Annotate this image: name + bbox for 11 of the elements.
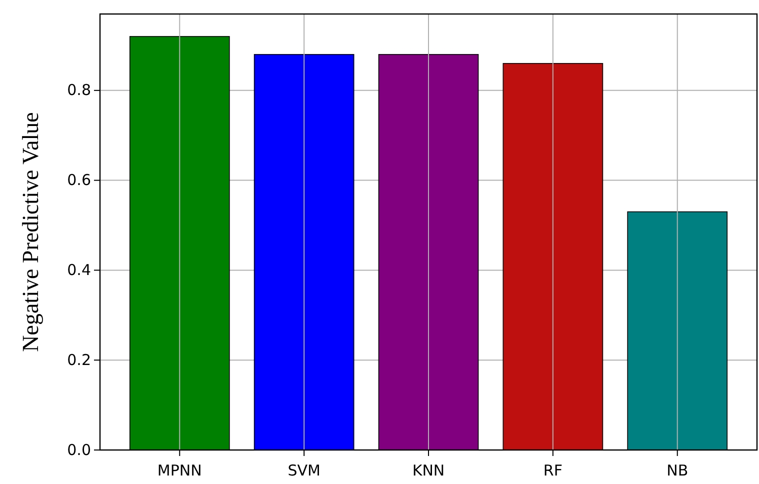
y-tick-label: 0.6 bbox=[67, 171, 91, 190]
x-tick-label: KNN bbox=[412, 462, 445, 480]
x-tick-label: NB bbox=[666, 462, 688, 480]
x-tick-label: RF bbox=[543, 462, 562, 480]
y-tick-label: 0.0 bbox=[67, 440, 91, 459]
x-tick-label: SVM bbox=[288, 462, 320, 480]
x-tick-label: MPNN bbox=[157, 462, 202, 480]
y-tick-label: 0.8 bbox=[67, 81, 91, 100]
y-axis-title: Negative Predictive Value bbox=[18, 112, 43, 352]
y-tick-label: 0.4 bbox=[67, 261, 91, 280]
y-tick-label: 0.2 bbox=[67, 350, 91, 369]
